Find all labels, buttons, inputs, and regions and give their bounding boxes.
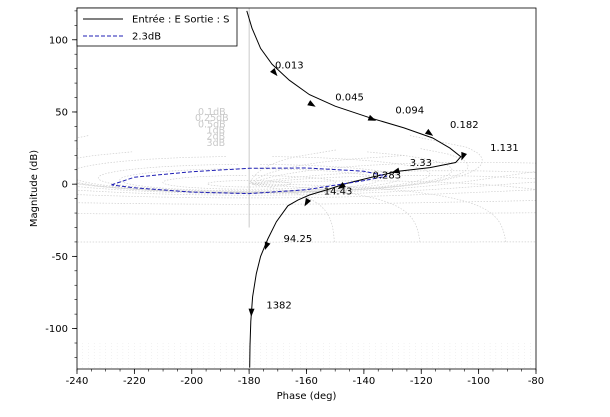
frequency-label: 3.33: [410, 158, 432, 169]
x-tick-label: -100: [467, 376, 490, 387]
x-axis-title: Phase (deg): [277, 391, 337, 402]
frequency-label: 1.131: [490, 143, 519, 154]
frequency-label: 0.283: [372, 170, 401, 181]
x-tick-label: -240: [66, 376, 89, 387]
frequency-label: 94.25: [284, 234, 313, 245]
y-axis-title: Magnitude (dB): [29, 150, 40, 227]
legend: Entrée : E Sortie : S 2.3dB: [77, 8, 237, 46]
legend-entry: 2.3dB: [132, 32, 161, 43]
frequency-label: 0.182: [450, 120, 479, 131]
iso-gain-curve: [0, 158, 610, 194]
x-tick-label: -140: [353, 376, 376, 387]
frequency-label: 0.013: [275, 61, 304, 72]
direction-arrow: [248, 309, 254, 317]
y-tick-label: 100: [49, 35, 68, 46]
iso-gain-curve: [0, 212, 610, 215]
iso-phase-curve: [252, 176, 610, 242]
frequency-label: 1382: [266, 300, 291, 311]
direction-arrow: [307, 100, 317, 109]
grid-label: 3dB: [207, 138, 226, 149]
frequency-label: 14.43: [324, 186, 353, 197]
iso-phase-curve: [251, 171, 610, 242]
direction-arrow: [459, 152, 467, 162]
y-tick-label: -100: [45, 324, 68, 335]
y-tick-label: 50: [55, 107, 68, 118]
x-tick-label: -120: [410, 376, 433, 387]
legend-entry: Entrée : E Sortie : S: [132, 14, 230, 26]
frequency-label: 0.045: [335, 92, 364, 103]
x-tick-label: -220: [123, 376, 146, 387]
x-tick-label: -80: [528, 376, 544, 387]
x-tick-label: -160: [295, 376, 318, 387]
x-tick-label: -200: [180, 376, 203, 387]
x-tick-label: -180: [238, 376, 261, 387]
frequency-label: 0.094: [395, 105, 424, 116]
iso-gain-curve: [0, 198, 610, 204]
y-tick-label: 0: [62, 180, 68, 191]
y-tick-label: -50: [52, 252, 68, 263]
direction-arrow: [302, 198, 311, 208]
plot-frame: [77, 8, 536, 369]
iso-phase-curve: [250, 162, 610, 242]
